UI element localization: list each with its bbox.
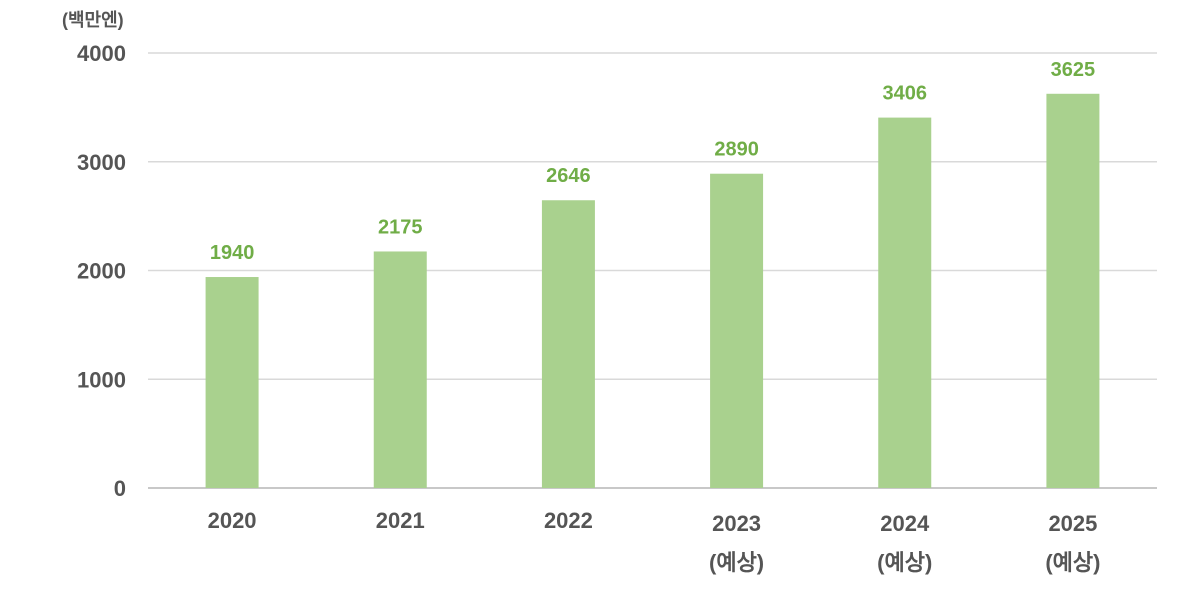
data-label-2024: 3406 — [883, 83, 928, 105]
data-label-2025: 3625 — [1051, 59, 1096, 81]
bar-2022 — [541, 200, 595, 488]
x-axis-ticks: 2020 2021 2022 2023 (예상) 2024 (예상) 2025 (예상) — [208, 508, 1101, 575]
x-tick-sublabel-2023: (예상) — [709, 550, 764, 575]
x-tick-label-2024: 2024 — [880, 511, 930, 536]
y-tick-label: 4000 — [77, 41, 126, 66]
gridlines — [148, 52, 1157, 489]
bar-2025 — [1046, 93, 1100, 488]
y-tick-label: 2000 — [77, 259, 126, 284]
x-tick-sublabel-2025: (예상) — [1045, 550, 1100, 575]
x-tick-label-2020: 2020 — [208, 508, 257, 533]
data-label-2022: 2646 — [546, 165, 591, 187]
data-label-2023: 2890 — [714, 139, 759, 161]
data-label-2020: 1940 — [210, 242, 255, 264]
bar-2021 — [373, 251, 427, 488]
x-tick-label-2021: 2021 — [376, 508, 425, 533]
bar-2020 — [205, 277, 259, 488]
y-tick-label: 0 — [114, 476, 126, 501]
data-labels: 1940 2175 2646 2890 3406 3625 — [210, 59, 1095, 264]
bar-2024 — [878, 117, 932, 488]
x-tick-label-2025: 2025 — [1048, 511, 1097, 536]
bars — [205, 93, 1100, 488]
y-axis-unit-label: (백만엔) — [62, 10, 124, 30]
bar-2023 — [710, 173, 764, 488]
y-tick-label: 3000 — [77, 150, 126, 175]
x-tick-label-2023: 2023 — [712, 511, 761, 536]
data-label-2021: 2175 — [378, 216, 423, 238]
y-axis-ticks: 0 1000 2000 3000 4000 — [77, 41, 126, 501]
x-tick-sublabel-2024: (예상) — [877, 550, 932, 575]
y-tick-label: 1000 — [77, 367, 126, 392]
x-tick-label-2022: 2022 — [544, 508, 593, 533]
